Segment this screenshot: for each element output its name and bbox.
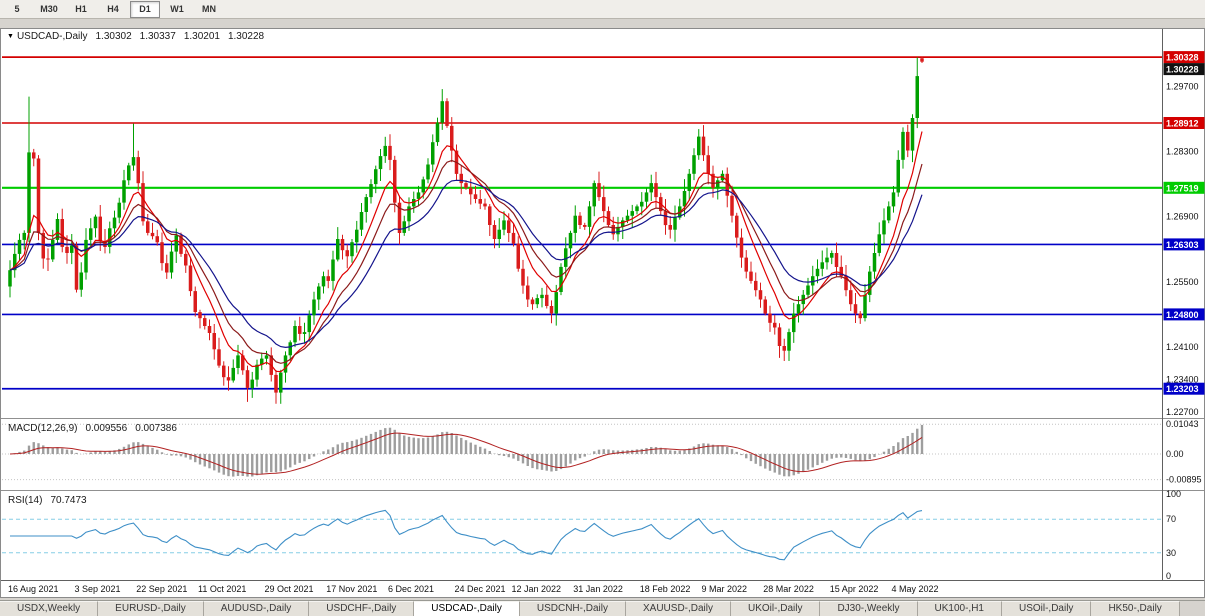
period-button-d1[interactable]: D1 <box>130 0 160 18</box>
period-button-w1[interactable]: W1 <box>170 4 184 14</box>
chart-tab-bar: USDX,Weekly EURUSD-,Daily AUDUSD-,Daily USD… <box>0 600 1205 616</box>
svg-text:1.26900: 1.26900 <box>1166 212 1199 222</box>
svg-text:31 Jan 2022: 31 Jan 2022 <box>573 584 623 594</box>
svg-text:1.23203: 1.23203 <box>1166 384 1199 394</box>
period-button-m30[interactable]: M30 <box>40 4 58 14</box>
date-axis: 16 Aug 2021 3 Sep 2021 22 Sep 2021 11 Oct 2… <box>8 584 939 594</box>
tab-usdx-weekly[interactable]: USDX,Weekly <box>0 601 99 616</box>
svg-text:100: 100 <box>1166 489 1181 499</box>
tab-hk50-daily[interactable]: HK50-,Daily <box>1091 601 1180 616</box>
macd-pane-title: MACD(12,26,9) 0.009556 0.007386 <box>8 423 177 434</box>
svg-text:1.26303: 1.26303 <box>1166 240 1199 250</box>
svg-text:22 Sep 2021: 22 Sep 2021 <box>136 584 187 594</box>
svg-text:1.22700: 1.22700 <box>1166 407 1199 417</box>
svg-text:3 Sep 2021: 3 Sep 2021 <box>75 584 121 594</box>
svg-text:1.30228: 1.30228 <box>1166 65 1199 75</box>
tab-eurusd-daily[interactable]: EURUSD-,Daily <box>98 601 204 616</box>
symbol-label: USDCAD-,Daily <box>16 31 88 42</box>
rsi-pane-title: RSI(14) 70.7473 <box>8 495 87 506</box>
tab-xauusd-daily[interactable]: XAUUSD-,Daily <box>625 601 731 616</box>
tab-audusd-daily[interactable]: AUDUSD-,Daily <box>203 601 310 616</box>
tab-ukoil-daily[interactable]: UKOil-,Daily <box>731 601 821 616</box>
svg-text:16 Aug 2021: 16 Aug 2021 <box>8 584 59 594</box>
svg-text:9 Mar 2022: 9 Mar 2022 <box>702 584 748 594</box>
macd-signal-line <box>9 432 923 475</box>
quote-high: 1.30337 <box>139 31 176 42</box>
macd-main-value: 0.009556 <box>85 423 128 434</box>
svg-text:18 Feb 2022: 18 Feb 2022 <box>640 584 691 594</box>
svg-text:11 Oct 2021: 11 Oct 2021 <box>198 584 246 594</box>
svg-text:1.24800: 1.24800 <box>1166 310 1199 320</box>
price-pane-title: ▼ USDCAD-,Daily 1.30302 1.30337 1.30201 … <box>7 31 264 42</box>
svg-text:1.28912: 1.28912 <box>1166 119 1199 129</box>
collapse-arrow-icon[interactable]: ▼ <box>7 33 14 40</box>
rsi-pane: 100 70 30 0 <box>2 489 1181 581</box>
tab-dj30-weekly[interactable]: DJ30-,Weekly <box>820 601 918 616</box>
svg-text:1.25500: 1.25500 <box>1166 277 1199 287</box>
svg-text:0.00: 0.00 <box>1166 449 1184 459</box>
svg-text:1.27519: 1.27519 <box>1166 183 1199 193</box>
chart-canvas[interactable]: 1.29700 1.28300 1.26900 1.25500 1.24100 1.234… <box>0 28 1205 598</box>
svg-text:30: 30 <box>1166 548 1176 558</box>
svg-text:1.23400: 1.23400 <box>1166 375 1199 385</box>
svg-text:-0.00895: -0.00895 <box>1166 475 1202 485</box>
svg-text:0: 0 <box>1166 571 1171 581</box>
svg-text:1.29700: 1.29700 <box>1166 81 1199 91</box>
quote-low: 1.30201 <box>183 31 220 42</box>
rsi-indicator-label: RSI(14) <box>8 495 43 506</box>
svg-text:28 Mar 2022: 28 Mar 2022 <box>763 584 814 594</box>
price-axis: 1.29700 1.28300 1.26900 1.25500 1.24100 1.234… <box>1163 51 1205 417</box>
macd-indicator-label: MACD(12,26,9) <box>8 423 78 434</box>
quote-open: 1.30302 <box>95 31 132 42</box>
svg-text:24 Dec 2021: 24 Dec 2021 <box>455 584 506 594</box>
svg-text:0.01043: 0.01043 <box>1166 419 1199 429</box>
svg-text:12 Jan 2022: 12 Jan 2022 <box>512 584 562 594</box>
svg-text:1.24100: 1.24100 <box>1166 342 1199 352</box>
svg-text:1.30328: 1.30328 <box>1166 53 1199 63</box>
quote-close: 1.30228 <box>227 31 265 42</box>
macd-pane: 0.01043 0.00 -0.00895 <box>2 419 1202 485</box>
tab-usdcnh-daily[interactable]: USDCNH-,Daily <box>519 601 626 616</box>
svg-text:6 Dec 2021: 6 Dec 2021 <box>388 584 434 594</box>
svg-text:70: 70 <box>1166 514 1176 524</box>
tab-usdchf-daily[interactable]: USDCHF-,Daily <box>309 601 415 616</box>
svg-text:1.28300: 1.28300 <box>1166 147 1199 157</box>
tab-uk100-h1[interactable]: UK100-,H1 <box>917 601 1002 616</box>
candlesticks <box>8 56 924 404</box>
toolbar-timeframes: 5 M30 H1 H4 D1 W1 MN <box>0 0 1205 19</box>
period-button-mn[interactable]: MN <box>202 4 216 14</box>
period-button-h4[interactable]: H4 <box>107 4 119 14</box>
period-button-h1[interactable]: H1 <box>75 4 87 14</box>
rsi-line <box>10 509 923 561</box>
period-button-5[interactable]: 5 <box>14 4 20 14</box>
macd-histogram <box>13 424 924 477</box>
svg-text:29 Oct 2021: 29 Oct 2021 <box>265 584 314 594</box>
svg-text:15 Apr 2022: 15 Apr 2022 <box>830 584 879 594</box>
tab-usoil-daily[interactable]: USOil-,Daily <box>1001 601 1092 616</box>
svg-text:4 May 2022: 4 May 2022 <box>892 584 939 594</box>
macd-signal-value: 0.007386 <box>135 423 177 434</box>
tab-usdcad-daily[interactable]: USDCAD-,Daily <box>414 601 520 616</box>
moving-averages <box>9 131 923 373</box>
rsi-value: 70.7473 <box>50 495 87 506</box>
svg-text:17 Nov 2021: 17 Nov 2021 <box>326 584 377 594</box>
